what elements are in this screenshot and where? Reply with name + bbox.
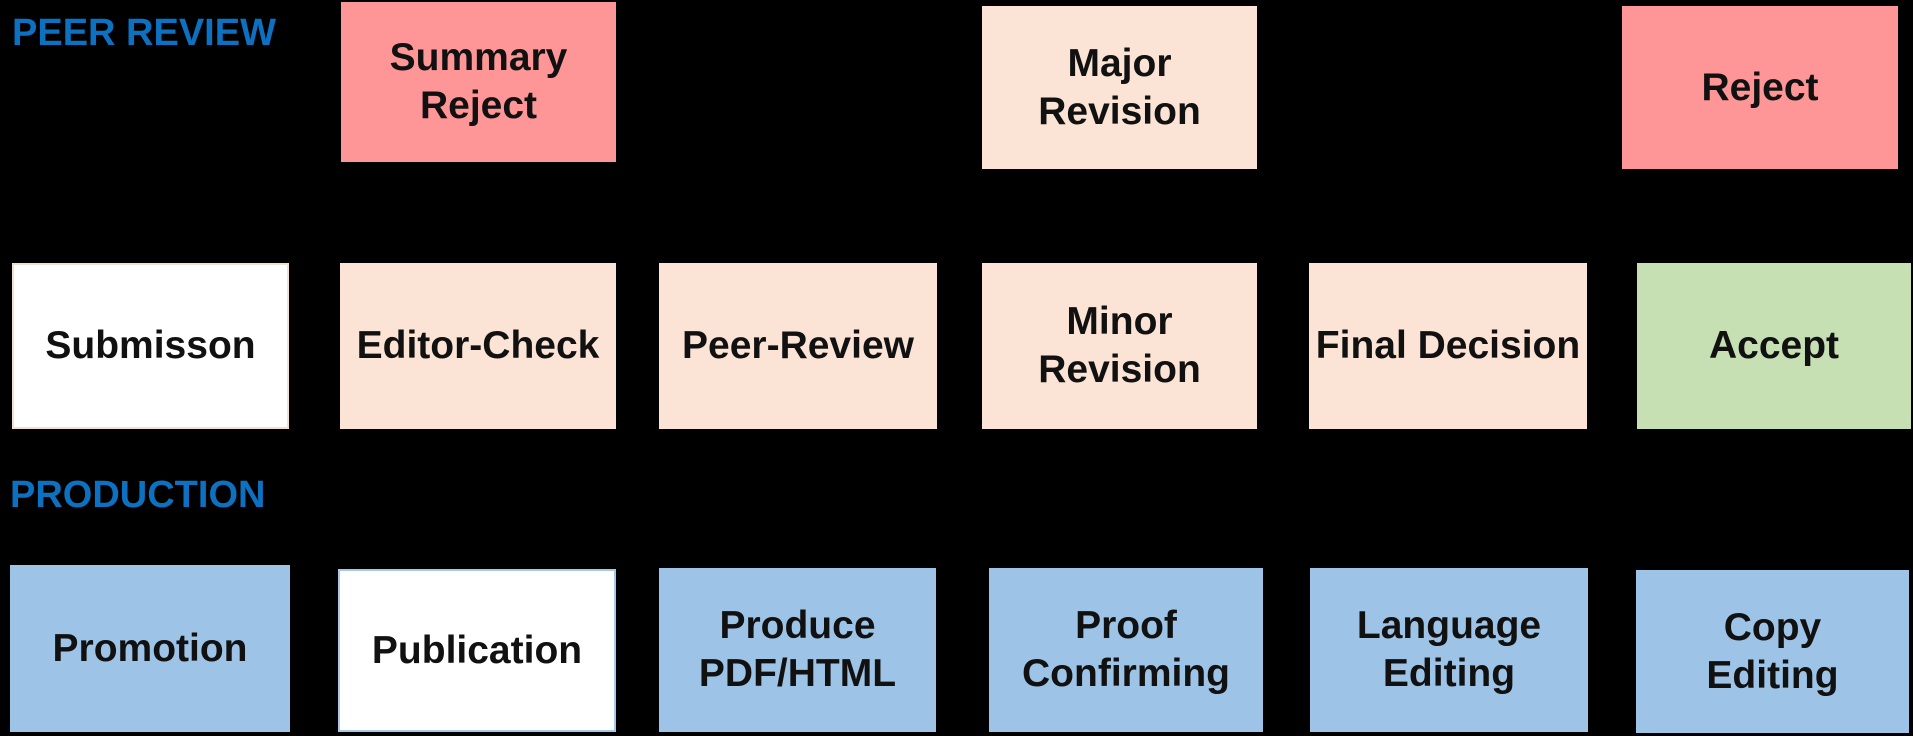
flow-node-label: Proof Confirming (1022, 604, 1230, 695)
flow-node-peer-review: Peer-Review (659, 263, 937, 429)
flow-node-produce-pdf-html: Produce PDF/HTML (659, 568, 936, 732)
flow-node-label: Promotion (52, 626, 248, 670)
flow-node-label: Submisson (45, 324, 256, 368)
flow-node-proof-confirming: Proof Confirming (989, 568, 1263, 732)
flow-node-label: Accept (1708, 324, 1840, 368)
flow-node-copy-editing: Copy Editing (1636, 570, 1909, 733)
flow-node-minor-revision: Minor Revision (982, 263, 1257, 429)
flow-node-label: Peer-Review (682, 324, 914, 368)
flow-node-language-editing: Language Editing (1310, 568, 1588, 732)
peer-review-section-label: PEER REVIEW (12, 12, 276, 54)
flow-node-publication: Publication (338, 569, 616, 732)
flow-node-label: Major Revision (1038, 41, 1201, 133)
flow-node-accept: Accept (1637, 263, 1911, 429)
flow-node-label: Final Decision (1315, 324, 1581, 368)
flow-node-editor-check: Editor-Check (340, 263, 616, 429)
production-section-label: PRODUCTION (10, 474, 266, 516)
flow-node-label: Publication (371, 628, 583, 672)
flow-node-label: Copy Editing (1706, 605, 1839, 697)
flow-node-label: Reject (1701, 65, 1819, 109)
flow-node-major-revision: Major Revision (982, 6, 1257, 169)
flow-node-submisson: Submisson (12, 263, 289, 429)
flow-node-promotion: Promotion (10, 565, 290, 732)
flow-node-summary-reject: Summary Reject (341, 2, 616, 162)
flow-node-label: Minor Revision (1038, 300, 1201, 391)
flow-node-label: Editor-Check (356, 324, 600, 368)
flow-node-reject: Reject (1622, 6, 1898, 169)
flow-node-label: Produce PDF/HTML (698, 604, 897, 695)
flow-node-label: Language Editing (1356, 604, 1542, 695)
flow-node-label: Summary Reject (389, 36, 568, 127)
flow-node-final-decision: Final Decision (1309, 263, 1587, 429)
